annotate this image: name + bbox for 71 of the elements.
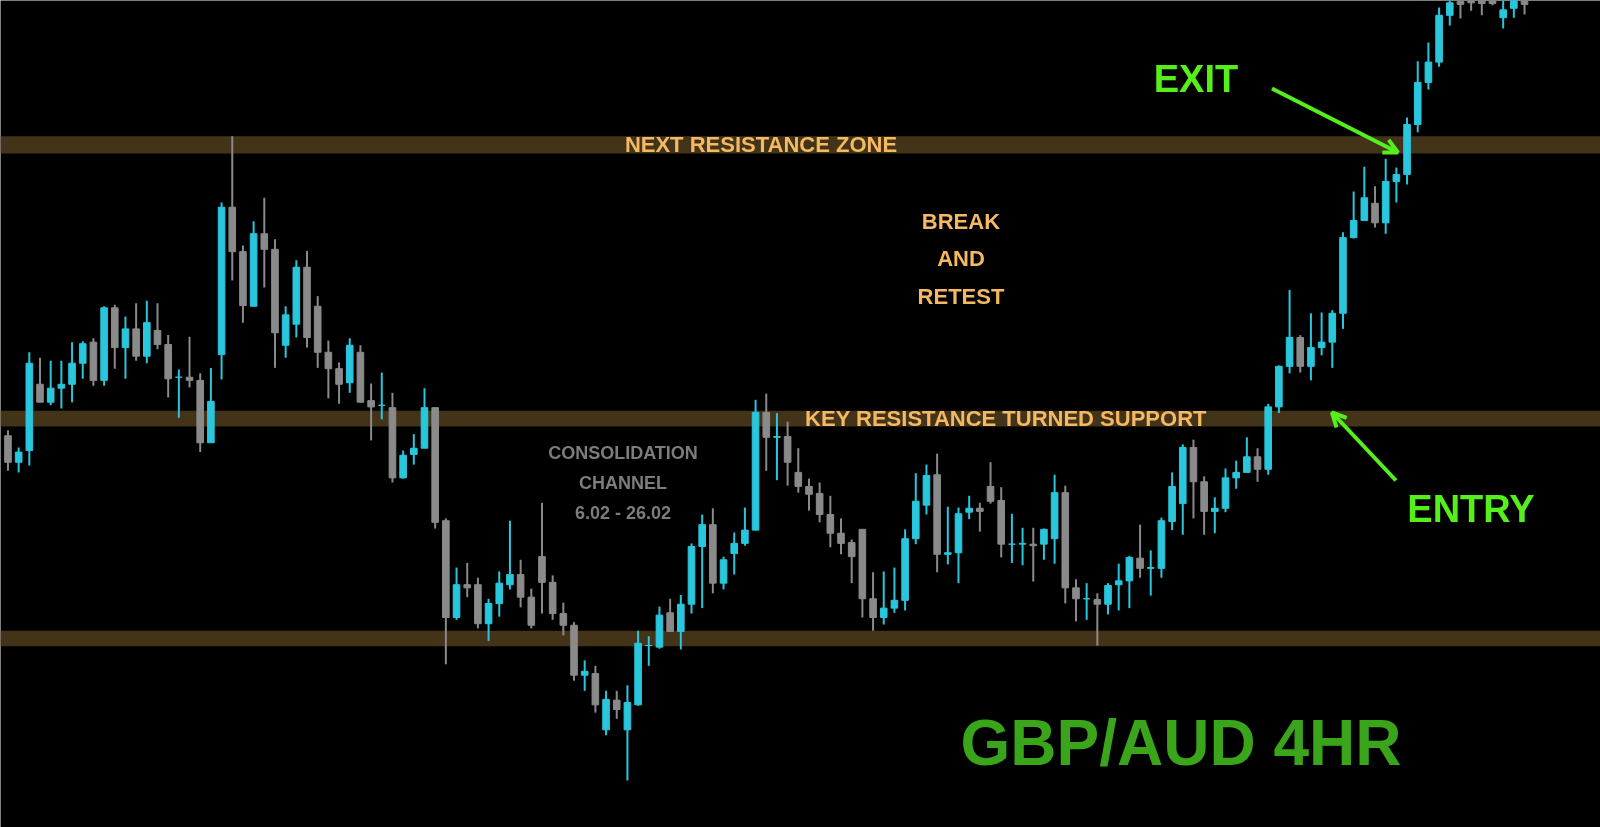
candlestick [1125, 554, 1134, 610]
candlestick [1018, 526, 1027, 567]
candlestick [463, 561, 472, 599]
candlestick [879, 570, 888, 626]
candlestick [559, 601, 568, 637]
candlestick [986, 461, 995, 505]
candlestick [965, 494, 973, 521]
candlestick [68, 341, 76, 404]
candlestick [399, 449, 407, 480]
candlestick [1307, 312, 1315, 382]
candlestick [1392, 166, 1401, 204]
candlestick [815, 481, 824, 524]
candlestick [335, 361, 343, 405]
candlestick [1371, 185, 1379, 229]
candlestick [1072, 578, 1080, 623]
text: GBP/AUD 4HR [960, 706, 1402, 779]
candlestick [1114, 562, 1123, 612]
candlestick [506, 519, 514, 591]
candlestick [1360, 165, 1369, 222]
annotation: ENTRY [1407, 487, 1535, 530]
candlestick [1211, 496, 1219, 535]
candlestick [698, 513, 706, 610]
candlestick [14, 446, 23, 474]
candlestick [1253, 447, 1262, 483]
candlestick [1093, 592, 1102, 647]
candlestick [367, 382, 375, 442]
candlestick [890, 566, 899, 614]
candlestick [78, 340, 87, 380]
candlestick [1424, 41, 1433, 91]
candlestick [484, 597, 493, 642]
candlestick [944, 505, 952, 566]
candlestick [730, 531, 739, 576]
candlestick [1445, 0, 1454, 27]
candlestick [805, 477, 813, 512]
candlestick [121, 315, 130, 380]
candlestick [185, 335, 194, 389]
annotation: BREAK AND RETEST [917, 208, 1005, 309]
band-label: KEY RESISTANCE TURNED SUPPORT [805, 406, 1208, 432]
candlestick [976, 501, 984, 533]
candlestick [1317, 311, 1326, 357]
candlestick [794, 447, 803, 494]
candlestick [580, 659, 589, 692]
candlestick [847, 538, 856, 585]
candlestick [410, 433, 418, 466]
candlestick [869, 571, 877, 632]
candlestick [719, 555, 728, 591]
candlestick [516, 558, 525, 609]
candlestick [324, 339, 333, 400]
candlestick [153, 302, 162, 351]
candlestick [1136, 523, 1144, 579]
candlestick [826, 494, 835, 549]
band-label: NEXT RESISTANCE ZONE [624, 132, 898, 158]
candlestick [773, 412, 781, 482]
candlestick [57, 359, 66, 410]
candlestick [1349, 190, 1358, 240]
candlestick [666, 597, 674, 633]
candlestick [1232, 459, 1240, 490]
annotation: EXIT [1153, 57, 1239, 100]
annotation: CONSOLIDATION CHANNEL 6.02 - 26.02 [548, 442, 698, 523]
candlestick [741, 506, 749, 547]
candlestick [495, 570, 504, 618]
candlestick [837, 517, 845, 556]
candlestick [36, 356, 44, 404]
candlestick [612, 689, 621, 720]
candlestick [1243, 436, 1251, 474]
candlestick [1104, 582, 1112, 616]
candlestick [1146, 549, 1155, 597]
candlestick [1040, 527, 1048, 561]
candlestick [260, 196, 269, 289]
candlestick [46, 359, 55, 407]
candlestick [1499, 0, 1507, 30]
